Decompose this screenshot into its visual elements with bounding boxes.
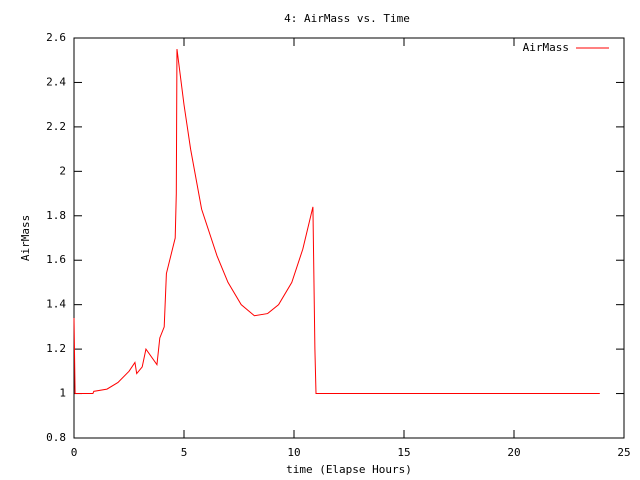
x-tick-label: 0 — [71, 446, 78, 459]
y-tick-label: 0.8 — [46, 431, 66, 444]
y-tick-label: 1.4 — [46, 298, 66, 311]
x-tick-label: 25 — [617, 446, 630, 459]
y-tick-label: 1.8 — [46, 209, 66, 222]
y-tick-label: 2.4 — [46, 75, 66, 88]
y-tick-label: 2.2 — [46, 120, 66, 133]
y-tick-label: 1.6 — [46, 253, 66, 266]
x-tick-label: 5 — [181, 446, 188, 459]
y-tick-label: 2 — [59, 164, 66, 177]
legend-label: AirMass — [523, 41, 569, 54]
x-tick-label: 10 — [287, 446, 300, 459]
y-tick-label: 2.6 — [46, 31, 66, 44]
y-tick-label: 1.2 — [46, 342, 66, 355]
x-tick-label: 20 — [507, 446, 520, 459]
x-axis-label: time (Elapse Hours) — [286, 463, 412, 476]
y-axis-label: AirMass — [19, 215, 32, 261]
chart-title: 4: AirMass vs. Time — [284, 12, 410, 25]
x-tick-label: 15 — [397, 446, 410, 459]
y-tick-label: 1 — [59, 387, 66, 400]
data-line — [73, 49, 600, 395]
plot-frame — [73, 37, 625, 439]
